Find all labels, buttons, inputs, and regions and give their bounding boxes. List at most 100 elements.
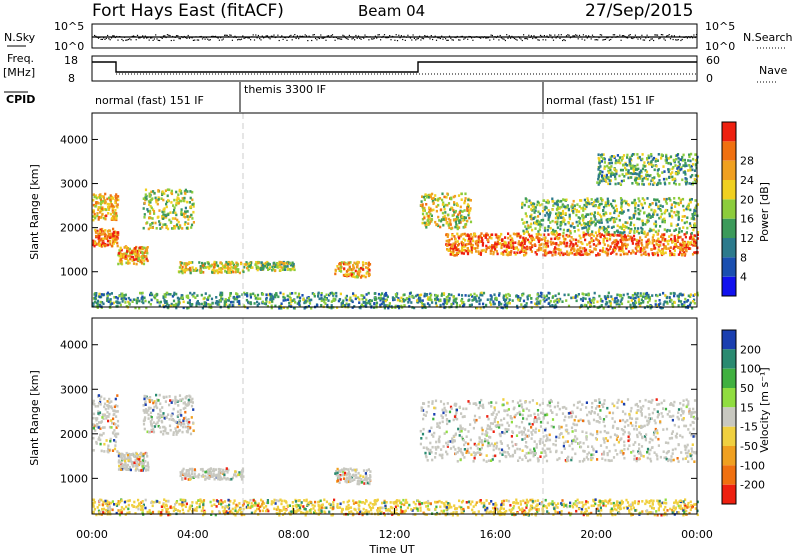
- power-cell: [530, 202, 532, 205]
- power-cell: [149, 210, 151, 213]
- nsky-point: [442, 39, 443, 40]
- power-cell: [526, 247, 528, 250]
- power-cell: [143, 197, 145, 200]
- velocity-cell: [115, 398, 117, 401]
- power-cell: [166, 292, 168, 295]
- power-cell: [160, 301, 162, 304]
- power-cell: [290, 269, 292, 272]
- nsky-point: [225, 35, 226, 36]
- power-cell: [142, 292, 144, 295]
- power-cell: [114, 202, 116, 205]
- nsky-point: [311, 40, 312, 41]
- power-cell: [114, 199, 116, 202]
- power-cell: [205, 292, 207, 295]
- nsky-point: [159, 40, 160, 41]
- power-cell: [668, 197, 670, 200]
- velocity-cell: [94, 429, 96, 432]
- power-cell: [410, 301, 412, 304]
- power-cell: [537, 301, 539, 304]
- velocity-cell: [107, 420, 109, 423]
- nsky-point: [349, 35, 350, 36]
- power-cell: [610, 175, 612, 178]
- power-cell: [633, 251, 635, 254]
- nsky-point: [657, 35, 658, 36]
- power-cell: [127, 262, 129, 265]
- power-cell: [462, 242, 464, 245]
- power-frame: [92, 113, 697, 307]
- power-cell: [565, 299, 567, 302]
- power-cell: [189, 292, 191, 295]
- power-cell: [659, 244, 661, 247]
- power-cell: [686, 164, 688, 167]
- power-cell: [614, 231, 616, 234]
- nsky-point: [489, 40, 490, 41]
- power-cell: [238, 295, 240, 298]
- power-cell: [179, 189, 181, 192]
- power-cell: [368, 292, 370, 295]
- power-cell: [552, 229, 554, 232]
- power-cell: [458, 294, 460, 297]
- power-cell: [647, 253, 649, 256]
- nsky-point: [297, 35, 298, 36]
- power-cell: [335, 295, 337, 298]
- power-cell: [692, 300, 694, 303]
- power-cell: [144, 213, 146, 216]
- power-cell: [427, 219, 429, 222]
- power-cell: [115, 217, 117, 220]
- power-cell: [461, 216, 463, 219]
- power-cell: [513, 251, 515, 254]
- power-cell: [526, 221, 528, 224]
- nsky-point: [524, 38, 525, 39]
- power-cell: [519, 251, 521, 254]
- power-cell: [628, 250, 630, 253]
- velocity-cell: [100, 396, 102, 399]
- power-cell: [450, 197, 452, 200]
- power-cell: [536, 233, 538, 236]
- power-cell: [104, 229, 106, 232]
- power-cell: [556, 232, 558, 235]
- power-cell: [594, 248, 596, 251]
- power-cell: [641, 231, 643, 234]
- power-cell: [467, 203, 469, 206]
- power-cell: [259, 297, 261, 300]
- power-cell: [445, 217, 447, 220]
- power-cell: [632, 294, 634, 297]
- velocity-cell: [98, 394, 100, 397]
- nsky-point: [221, 39, 222, 40]
- power-cell: [658, 179, 660, 182]
- power-cell: [280, 261, 282, 264]
- power-cell: [573, 200, 575, 203]
- power-cell: [656, 295, 658, 298]
- power-cell: [110, 213, 112, 216]
- power-cell: [251, 266, 253, 269]
- power-cell: [585, 298, 587, 301]
- power-cell: [186, 190, 188, 193]
- nsky-point: [267, 35, 268, 36]
- power-cell: [582, 253, 584, 256]
- power-cell: [694, 251, 696, 254]
- power-cell: [150, 223, 152, 226]
- power-cell: [466, 209, 468, 212]
- power-cell: [184, 223, 186, 226]
- power-cell: [453, 235, 455, 238]
- power-cell: [664, 211, 666, 214]
- power-cell: [613, 168, 615, 171]
- power-cell: [174, 212, 176, 215]
- power-cell: [604, 243, 606, 246]
- nsky-point: [537, 39, 538, 40]
- power-cell: [112, 211, 114, 214]
- power-cell: [626, 226, 628, 229]
- power-cell: [649, 203, 651, 206]
- velocity-cell: [113, 439, 115, 442]
- nsky-trace: [92, 34, 697, 41]
- power-cell: [554, 246, 556, 249]
- power-cell: [96, 212, 98, 215]
- nsky-point: [322, 38, 323, 39]
- nsky-point: [188, 35, 189, 36]
- power-cell: [434, 194, 436, 197]
- power-cell: [288, 302, 290, 305]
- nsky-point: [619, 35, 620, 36]
- power-cell: [587, 221, 589, 224]
- power-cell: [227, 263, 229, 266]
- power-cell: [633, 303, 635, 306]
